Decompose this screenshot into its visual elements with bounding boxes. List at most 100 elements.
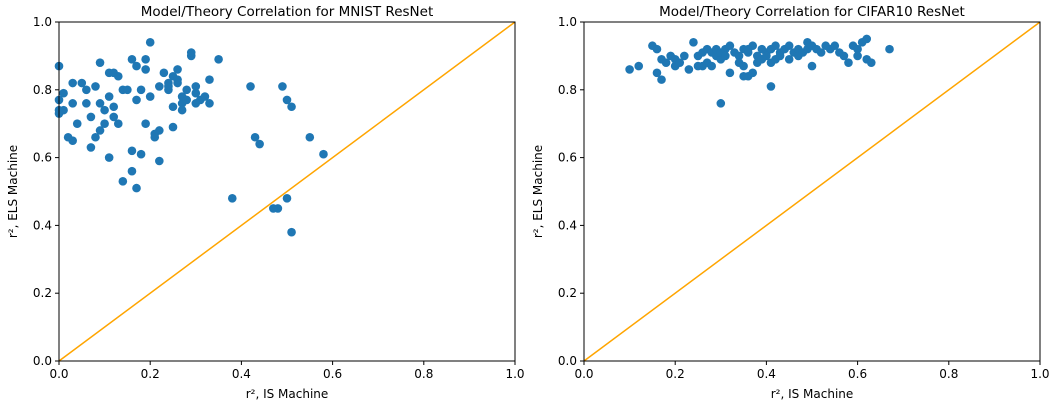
x-tick-label: 0.8 <box>939 367 958 381</box>
y-tick-label: 1.0 <box>558 15 577 29</box>
scatter-point <box>689 38 698 47</box>
y-tick-label: 0.6 <box>33 151 52 165</box>
y-tick-label: 0.4 <box>558 218 577 232</box>
scatter-point <box>164 82 173 91</box>
scatter-point <box>200 92 210 101</box>
x-tick-label: 0.8 <box>414 367 433 381</box>
scatter-point <box>113 119 123 128</box>
scatter-point <box>123 85 132 95</box>
scatter-point <box>214 54 223 64</box>
scatter-point <box>95 58 105 67</box>
scatter-point <box>127 54 137 64</box>
scatter-point <box>725 68 735 78</box>
scatter-point <box>725 41 735 51</box>
y-tick-label: 0.0 <box>33 354 52 368</box>
chart-title: Model/Theory Correlation for CIFAR10 Res… <box>659 4 965 20</box>
scatter-point <box>684 65 694 74</box>
scatter-point <box>141 65 150 74</box>
scatter-point <box>287 102 296 112</box>
x-tick-label: 0.6 <box>848 367 867 381</box>
y-axis-label: r², ELS Machine <box>6 145 20 238</box>
scatter-point <box>721 51 730 61</box>
scatter-point <box>716 99 726 108</box>
scatter-point <box>652 44 662 54</box>
scatter-point <box>109 112 119 122</box>
scatter-point <box>82 99 91 108</box>
scatter-point <box>680 51 689 61</box>
y-tick-label: 0.6 <box>558 151 577 165</box>
scatter-point <box>100 119 109 128</box>
scatter-point <box>807 61 817 71</box>
scatter-point <box>150 129 160 139</box>
scatter-point <box>63 132 73 142</box>
scatter-point <box>127 146 137 156</box>
y-tick-label: 0.0 <box>558 354 577 368</box>
scatter-point <box>707 61 716 71</box>
x-axis-label: r², IS Machine <box>246 387 329 401</box>
scatter-point <box>227 193 237 203</box>
scatter-point <box>141 54 150 64</box>
scatter-point <box>250 132 260 142</box>
scatter-point <box>86 112 96 122</box>
x-tick-label: 0.0 <box>49 367 68 381</box>
scatter-point <box>287 227 296 237</box>
scatter-point <box>173 65 182 74</box>
x-axis-label: r², IS Machine <box>771 387 854 401</box>
scatter-point <box>168 102 178 112</box>
scatter-point <box>771 41 780 51</box>
scatter-point <box>136 85 146 95</box>
scatter-point <box>72 119 82 128</box>
scatter-point <box>885 44 894 54</box>
scatter-point <box>830 41 840 51</box>
scatter-point <box>246 82 255 91</box>
scatter-point <box>739 61 748 71</box>
scatter-point <box>77 78 87 88</box>
scatter-point <box>159 68 169 78</box>
scatter-point <box>191 82 201 91</box>
scatter-point <box>182 95 191 105</box>
scatter-point <box>132 61 141 71</box>
scatter-point <box>652 68 662 78</box>
scatter-point <box>173 78 182 88</box>
scatter-point <box>743 44 753 54</box>
scatter-point <box>661 58 671 67</box>
scatter-point <box>100 105 109 115</box>
scatter-point <box>693 61 703 71</box>
x-tick-label: 0.2 <box>666 367 685 381</box>
scatter-point <box>255 139 264 149</box>
scatter-point <box>186 48 196 57</box>
scatter-point <box>182 85 191 95</box>
scatter-point <box>319 149 328 159</box>
scatter-point <box>634 61 644 71</box>
scatter-point <box>91 82 100 91</box>
scatter-point <box>113 71 123 81</box>
scatter-point <box>177 105 187 115</box>
scatter-point <box>766 82 776 91</box>
x-tick-label: 0.6 <box>323 367 342 381</box>
chart-title: Model/Theory Correlation for MNIST ResNe… <box>141 4 434 20</box>
scatter-point <box>59 88 68 98</box>
scatter-point <box>282 193 292 203</box>
scatter-point <box>132 95 141 105</box>
y-tick-label: 0.8 <box>558 83 577 97</box>
scatter-point <box>82 85 91 95</box>
scatter-point <box>127 166 137 176</box>
scatter-point <box>168 122 178 132</box>
y-tick-label: 0.2 <box>558 286 577 300</box>
scatter-point <box>95 126 105 135</box>
scatter-point <box>95 99 105 108</box>
y-tick-label: 1.0 <box>33 15 52 29</box>
scatter-point <box>86 143 96 152</box>
scatter-point <box>136 149 146 159</box>
x-tick-label: 1.0 <box>505 367 524 381</box>
scatter-point <box>305 132 315 142</box>
scatter-point <box>191 88 201 98</box>
scatter-point <box>862 34 872 44</box>
scatter-point <box>739 71 748 81</box>
plot-panel-2: 0.0 0.2 0.4 0.6 0.8 1.0 0.0 0.2 0.4 0.6 0.8 1.0 Mode… <box>531 4 1050 401</box>
scatter-point <box>278 82 287 91</box>
axes-frame <box>58 21 516 362</box>
y-axis-label: r², ELS Machine <box>531 145 545 238</box>
